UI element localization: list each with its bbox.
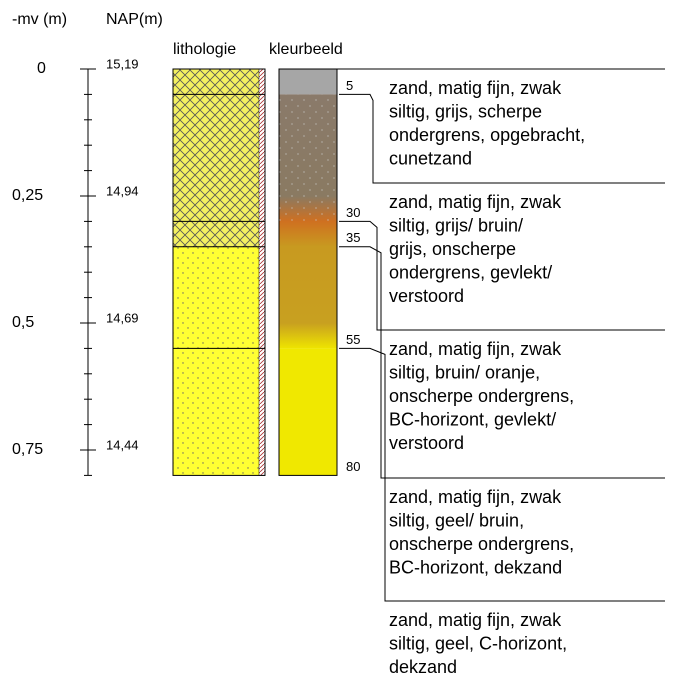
depth-header: -mv (m) bbox=[12, 11, 67, 28]
nap-label: 14,69 bbox=[106, 310, 139, 325]
boundary-label: 30 bbox=[346, 205, 360, 220]
layer-description: zand, matig fijn, zwak bbox=[389, 487, 562, 507]
layer-description: zand, matig fijn, zwak bbox=[389, 192, 562, 212]
layer-description: siltig, grijs, scherpe bbox=[389, 101, 542, 121]
color-dots bbox=[279, 94, 337, 222]
boundary-label: 55 bbox=[346, 332, 360, 347]
layer-description: verstoord bbox=[389, 286, 464, 306]
boundary-label: 5 bbox=[346, 78, 353, 93]
boundary-connector bbox=[339, 220, 665, 331]
layer-description: ondergrens, gevlekt/ bbox=[389, 262, 552, 282]
color-header: kleurbeeld bbox=[269, 41, 343, 58]
depth-label: 0 bbox=[37, 60, 46, 77]
nap-label: 14,44 bbox=[106, 437, 139, 452]
layer-description: onscherpe ondergrens, bbox=[389, 534, 574, 554]
nap-label: 15,19 bbox=[106, 56, 139, 71]
nap-header: NAP(m) bbox=[106, 11, 163, 28]
layer-description: zand, matig fijn, zwak bbox=[389, 610, 562, 630]
layer-description: BC-horizont, gevlekt/ bbox=[389, 409, 556, 429]
depth-label: 0,5 bbox=[12, 314, 34, 331]
boundary-connector bbox=[339, 347, 665, 602]
color-bottom bbox=[279, 348, 337, 476]
boundary-label: 35 bbox=[346, 230, 360, 245]
color-top bbox=[279, 69, 337, 95]
lith-dotted bbox=[173, 246, 259, 476]
color-frame bbox=[278, 68, 338, 476]
lith-crosshatch bbox=[173, 69, 259, 247]
layer-description: zand, matig fijn, zwak bbox=[389, 339, 562, 359]
boundary-connector bbox=[339, 93, 665, 184]
lithology-header: lithologie bbox=[173, 41, 236, 58]
boundary-connector bbox=[339, 246, 665, 479]
layer-description: BC-horizont, dekzand bbox=[389, 557, 562, 577]
layer-description: zand, matig fijn, zwak bbox=[389, 78, 562, 98]
lith-frame bbox=[172, 68, 266, 476]
layer-description: cunetzand bbox=[389, 148, 472, 168]
layer-description: siltig, grijs/ bruin/ bbox=[389, 215, 523, 235]
layer-description: dekzand bbox=[389, 657, 457, 677]
depth-label: 0,75 bbox=[12, 441, 43, 458]
layer-description: ondergrens, opgebracht, bbox=[389, 125, 585, 145]
boundary-label: 80 bbox=[346, 459, 360, 474]
depth-label: 0,25 bbox=[12, 187, 43, 204]
layer-description: siltig, geel/ bruin, bbox=[389, 510, 524, 530]
layer-description: verstoord bbox=[389, 433, 464, 453]
layer-description: grijs, onscherpe bbox=[389, 239, 516, 259]
lith-strip bbox=[258, 68, 266, 476]
layer-description: siltig, bruin/ oranje, bbox=[389, 362, 540, 382]
layer-description: onscherpe ondergrens, bbox=[389, 386, 574, 406]
nap-label: 14,94 bbox=[106, 183, 139, 198]
layer-description: siltig, geel, C-horizont, bbox=[389, 633, 567, 653]
